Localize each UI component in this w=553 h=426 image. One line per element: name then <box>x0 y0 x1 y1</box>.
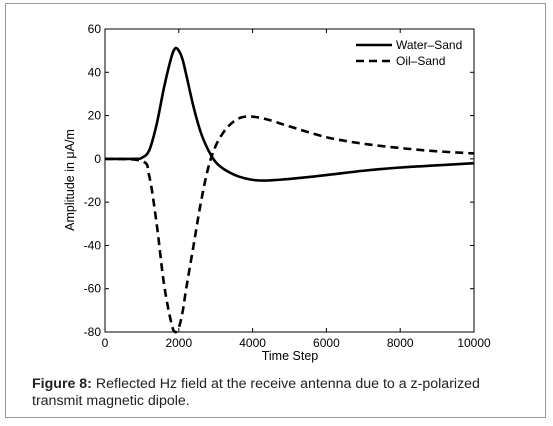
x-tick-label-2000: 2000 <box>165 336 192 350</box>
line-chart: 0 2000 4000 6000 8000 10000 60 40 20 0 -20 -40 -60 -8… <box>63 22 491 363</box>
x-tick-label-10000: 10000 <box>457 336 491 350</box>
figure-caption: Figure 8: Reflected Hz field at the rece… <box>32 376 532 410</box>
series-line-water-sand <box>104 46 475 182</box>
x-tick-label-8000: 8000 <box>387 336 414 350</box>
figure-frame <box>5 3 546 418</box>
y-tick-label--80: -80 <box>84 325 102 339</box>
x-tick-label-0: 0 <box>102 336 109 350</box>
y-tick-label--20: -20 <box>84 195 102 209</box>
legend-label-water-sand: Water–Sand <box>396 38 462 52</box>
y-tick-label--40: -40 <box>84 238 102 252</box>
y-tick-label-60: 60 <box>88 22 102 36</box>
y-axis-label: Amplitude in μA/m <box>63 129 77 231</box>
caption-text: Reflected Hz field at the receive antenn… <box>32 376 480 409</box>
x-tick-label-6000: 6000 <box>313 336 340 350</box>
x-axis-label: Time Step <box>262 349 319 363</box>
x-tick-label-4000: 4000 <box>239 336 266 350</box>
y-tick-label-0: 0 <box>94 152 101 166</box>
y-tick-label--60: -60 <box>84 282 102 296</box>
caption-label: Figure 8: <box>32 376 92 392</box>
y-tick-label-40: 40 <box>88 65 102 79</box>
plot-area-border <box>104 28 475 333</box>
y-tick-label-20: 20 <box>88 109 102 123</box>
legend-label-oil-sand: Oil–Sand <box>396 54 445 68</box>
series-line-oil-sand <box>104 115 475 334</box>
